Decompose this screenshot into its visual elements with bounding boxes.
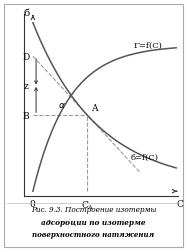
Text: б=f(C): б=f(C) [130,153,158,161]
Text: адсорбции по изотерме: адсорбции по изотерме [41,218,146,226]
Text: 0: 0 [29,199,35,208]
Text: Γ=f(C): Γ=f(C) [133,42,162,50]
Text: z: z [23,82,28,91]
Text: α: α [58,101,64,110]
Text: A: A [91,103,97,112]
Text: б: б [23,9,30,18]
Text: $\mathregular{C_A}$: $\mathregular{C_A}$ [81,199,94,212]
Text: D: D [22,52,29,61]
Text: B: B [22,111,29,120]
Text: C: C [177,199,184,208]
Text: Рис. 9.3. Построение изотермы: Рис. 9.3. Построение изотермы [31,205,156,213]
Text: поверхностного натяжения: поверхностного натяжения [32,231,155,239]
